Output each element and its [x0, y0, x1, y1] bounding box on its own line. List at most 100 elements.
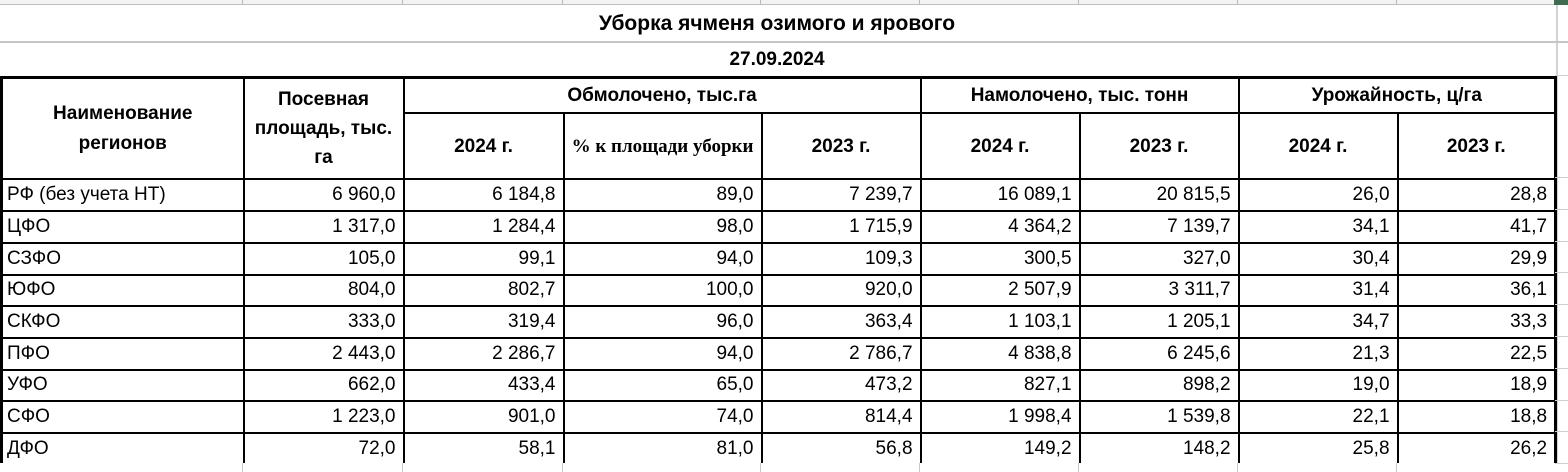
value-cell[interactable]: 433,4	[402, 368, 565, 403]
value-cell[interactable]: 802,7	[402, 273, 565, 308]
region-cell[interactable]: ЦФО	[0, 210, 245, 244]
value-cell[interactable]: 65,0	[562, 368, 763, 403]
header-yield-2023[interactable]: 2023 г.	[1396, 112, 1557, 181]
header-threshed-2024[interactable]: 2024 г.	[402, 112, 565, 181]
region-cell[interactable]: СФО	[0, 400, 245, 434]
value-cell[interactable]: 19,0	[1237, 368, 1399, 403]
header-yield-group[interactable]: Урожайность, ц/га	[1237, 76, 1557, 115]
value-cell[interactable]: 1 223,0	[242, 400, 405, 434]
value-cell[interactable]: 29,9	[1396, 241, 1557, 276]
value-cell[interactable]: 100,0	[562, 273, 763, 308]
value-cell[interactable]: 6 184,8	[402, 178, 565, 213]
value-cell[interactable]: 18,9	[1396, 368, 1557, 403]
value-cell[interactable]: 814,4	[760, 400, 922, 434]
value-cell[interactable]: 94,0	[562, 336, 763, 371]
value-cell[interactable]: 34,7	[1237, 305, 1399, 339]
value-cell[interactable]: 827,1	[919, 368, 1081, 403]
header-threshed-2023[interactable]: 2023 г.	[760, 112, 922, 181]
report-date-cell[interactable]: 27.09.2024	[0, 43, 1554, 76]
value-cell[interactable]: 22,1	[1237, 400, 1399, 434]
value-cell[interactable]: 41,7	[1396, 210, 1557, 244]
value-cell[interactable]: 1 539,8	[1078, 400, 1240, 434]
header-region[interactable]: Наименование регионов	[0, 76, 245, 181]
region-cell[interactable]: РФ (без учета НТ)	[0, 178, 245, 213]
region-cell[interactable]: СЗФО	[0, 241, 245, 276]
gridline	[1555, 368, 1568, 369]
value-cell[interactable]: 2 786,7	[760, 336, 922, 371]
report-date: 27.09.2024	[729, 48, 825, 70]
value-cell[interactable]: 58,1	[402, 431, 565, 466]
value-cell[interactable]: 7 239,7	[760, 178, 922, 213]
value-cell[interactable]: 898,2	[1078, 368, 1240, 403]
value-cell[interactable]: 20 815,5	[1078, 178, 1240, 213]
value-cell[interactable]: 26,0	[1237, 178, 1399, 213]
value-cell[interactable]: 33,3	[1396, 305, 1557, 339]
value-cell[interactable]: 18,8	[1396, 400, 1557, 434]
value-cell[interactable]: 333,0	[242, 305, 405, 339]
region-cell[interactable]: ЮФО	[0, 273, 245, 308]
value-cell[interactable]: 98,0	[562, 210, 763, 244]
value-cell[interactable]: 1 205,1	[1078, 305, 1240, 339]
region-cell[interactable]: ПФО	[0, 336, 245, 371]
value-cell[interactable]: 22,5	[1396, 336, 1557, 371]
header-threshed-pct[interactable]: % к площади уборки	[562, 112, 763, 181]
value-cell[interactable]: 109,3	[760, 241, 922, 276]
header-threshed-group[interactable]: Обмолочено, тыс.га	[402, 76, 922, 115]
table-row: СФО 1 223,0 901,0 74,0 814,4 1 998,4 1 539,8 22…	[0, 400, 1557, 434]
value-cell[interactable]: 7 139,7	[1078, 210, 1240, 244]
value-cell[interactable]: 300,5	[919, 241, 1081, 276]
value-cell[interactable]: 920,0	[760, 273, 922, 308]
value-cell[interactable]: 4 364,2	[919, 210, 1081, 244]
value-cell[interactable]: 149,2	[919, 431, 1081, 466]
value-cell[interactable]: 30,4	[1237, 241, 1399, 276]
value-cell[interactable]: 6 245,6	[1078, 336, 1240, 371]
header-yield-2024[interactable]: 2024 г.	[1237, 112, 1399, 181]
value-cell[interactable]: 1 317,0	[242, 210, 405, 244]
value-cell[interactable]: 327,0	[1078, 241, 1240, 276]
gridline	[1555, 241, 1568, 242]
value-cell[interactable]: 81,0	[562, 431, 763, 466]
value-cell[interactable]: 105,0	[242, 241, 405, 276]
value-cell[interactable]: 804,0	[242, 273, 405, 308]
header-sown-area[interactable]: Посевная площадь, тыс. га	[242, 76, 405, 181]
value-cell[interactable]: 96,0	[562, 305, 763, 339]
value-cell[interactable]: 26,2	[1396, 431, 1557, 466]
sheet-title-cell[interactable]: Уборка ячменя озимого и ярового	[0, 6, 1554, 41]
header-harvested-group[interactable]: Намолочено, тыс. тонн	[919, 76, 1240, 115]
value-cell[interactable]: 1 284,4	[402, 210, 565, 244]
value-cell[interactable]: 16 089,1	[919, 178, 1081, 213]
region-cell[interactable]: ДФО	[0, 431, 245, 466]
value-cell[interactable]: 2 507,9	[919, 273, 1081, 308]
header-harvested-2023[interactable]: 2023 г.	[1078, 112, 1240, 181]
value-cell[interactable]: 473,2	[760, 368, 922, 403]
value-cell[interactable]: 31,4	[1237, 273, 1399, 308]
value-cell[interactable]: 6 960,0	[242, 178, 405, 213]
value-cell[interactable]: 94,0	[562, 241, 763, 276]
value-cell[interactable]: 28,8	[1396, 178, 1557, 213]
value-cell[interactable]: 36,1	[1396, 273, 1557, 308]
value-cell[interactable]: 56,8	[760, 431, 922, 466]
value-cell[interactable]: 4 838,8	[919, 336, 1081, 371]
value-cell[interactable]: 89,0	[562, 178, 763, 213]
value-cell[interactable]: 99,1	[402, 241, 565, 276]
value-cell[interactable]: 25,8	[1237, 431, 1399, 466]
value-cell[interactable]: 901,0	[402, 400, 565, 434]
gridline	[1555, 304, 1568, 305]
value-cell[interactable]: 662,0	[242, 368, 405, 403]
value-cell[interactable]: 363,4	[760, 305, 922, 339]
value-cell[interactable]: 1 998,4	[919, 400, 1081, 434]
value-cell[interactable]: 2 286,7	[402, 336, 565, 371]
value-cell[interactable]: 3 311,7	[1078, 273, 1240, 308]
region-cell[interactable]: СКФО	[0, 305, 245, 339]
value-cell[interactable]: 319,4	[402, 305, 565, 339]
value-cell[interactable]: 72,0	[242, 431, 405, 466]
value-cell[interactable]: 21,3	[1237, 336, 1399, 371]
value-cell[interactable]: 74,0	[562, 400, 763, 434]
value-cell[interactable]: 148,2	[1078, 431, 1240, 466]
value-cell[interactable]: 1 715,9	[760, 210, 922, 244]
value-cell[interactable]: 1 103,1	[919, 305, 1081, 339]
header-harvested-2024[interactable]: 2024 г.	[919, 112, 1081, 181]
value-cell[interactable]: 2 443,0	[242, 336, 405, 371]
value-cell[interactable]: 34,1	[1237, 210, 1399, 244]
region-cell[interactable]: УФО	[0, 368, 245, 403]
